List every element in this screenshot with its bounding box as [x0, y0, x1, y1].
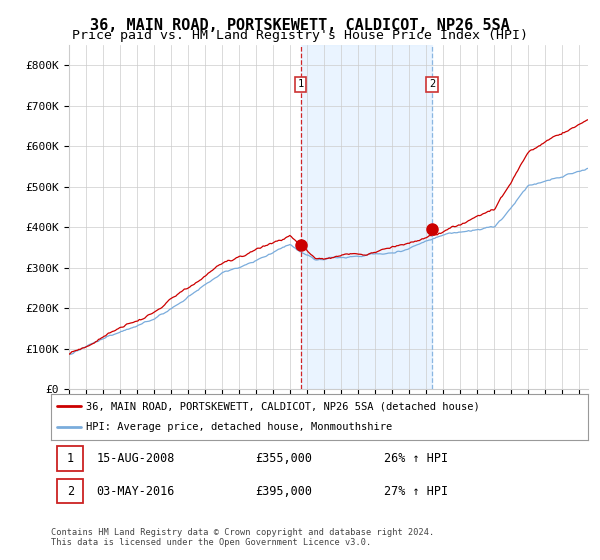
Text: HPI: Average price, detached house, Monmouthshire: HPI: Average price, detached house, Monm… [86, 422, 392, 432]
Text: 26% ↑ HPI: 26% ↑ HPI [384, 452, 448, 465]
Text: Price paid vs. HM Land Registry's House Price Index (HPI): Price paid vs. HM Land Registry's House … [72, 29, 528, 42]
Text: £395,000: £395,000 [255, 484, 312, 498]
Text: 36, MAIN ROAD, PORTSKEWETT, CALDICOT, NP26 5SA: 36, MAIN ROAD, PORTSKEWETT, CALDICOT, NP… [90, 18, 510, 33]
Text: 36, MAIN ROAD, PORTSKEWETT, CALDICOT, NP26 5SA (detached house): 36, MAIN ROAD, PORTSKEWETT, CALDICOT, NP… [86, 401, 479, 411]
Text: £355,000: £355,000 [255, 452, 312, 465]
Text: 15-AUG-2008: 15-AUG-2008 [97, 452, 175, 465]
Text: 1: 1 [298, 80, 304, 90]
Text: Contains HM Land Registry data © Crown copyright and database right 2024.
This d: Contains HM Land Registry data © Crown c… [51, 528, 434, 547]
Text: 2: 2 [67, 484, 74, 498]
Text: 1: 1 [67, 452, 74, 465]
Text: 27% ↑ HPI: 27% ↑ HPI [384, 484, 448, 498]
Text: 2: 2 [429, 80, 435, 90]
FancyBboxPatch shape [58, 479, 83, 503]
Bar [301, 45, 432, 389]
FancyBboxPatch shape [58, 446, 83, 471]
Text: 03-MAY-2016: 03-MAY-2016 [97, 484, 175, 498]
